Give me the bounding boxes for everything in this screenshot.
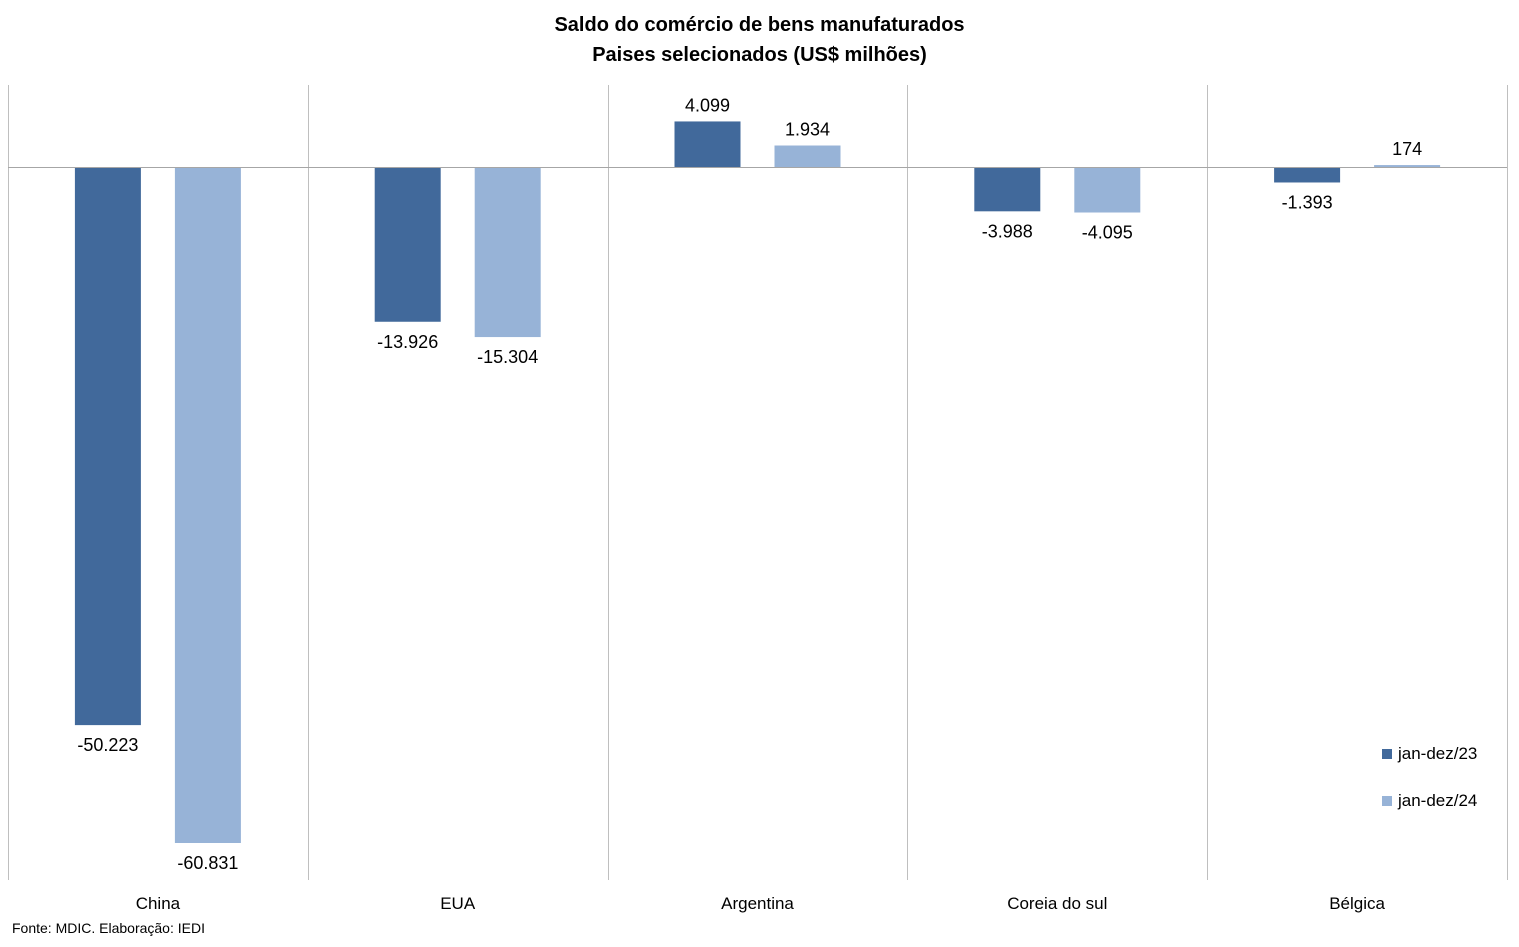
category-label: Coreia do sul [1007, 894, 1107, 913]
bar [774, 145, 841, 167]
bar [74, 167, 141, 726]
bar [1074, 167, 1141, 213]
bar [474, 167, 541, 338]
data-label: -13.926 [377, 332, 438, 352]
chart-title: Saldo do comércio de bens manufaturados [554, 14, 965, 36]
legend-swatch-series-1 [1382, 749, 1392, 759]
legend-item-series-2: jan-dez/24 [1382, 788, 1477, 814]
chart-legend: jan-dez/23 jan-dez/24 [1382, 741, 1477, 835]
legend-label-series-2: jan-dez/24 [1398, 791, 1478, 810]
source-note: Fonte: MDIC. Elaboração: IEDI [12, 920, 205, 936]
bar [1374, 165, 1441, 167]
data-label: -4.095 [1082, 223, 1133, 243]
category-label: Bélgica [1329, 894, 1385, 913]
legend-item-series-1: jan-dez/23 [1382, 741, 1477, 767]
legend-swatch-series-2 [1382, 796, 1392, 806]
category-label: China [136, 894, 181, 913]
legend-label-series-1: jan-dez/23 [1398, 744, 1478, 763]
bar [374, 167, 441, 322]
category-label: EUA [440, 894, 476, 913]
bar [174, 167, 241, 843]
data-label: -1.393 [1282, 192, 1333, 212]
bar [674, 121, 741, 167]
category-label: Argentina [721, 894, 794, 913]
bar [974, 167, 1041, 212]
chart-subtitle: Paises selecionados (US$ milhões) [592, 44, 927, 66]
data-label: -60.831 [177, 853, 238, 873]
data-label: -15.304 [477, 347, 538, 367]
data-label: 174 [1392, 139, 1422, 159]
data-label: -50.223 [77, 735, 138, 755]
bar [1274, 167, 1341, 183]
data-label: 1.934 [785, 120, 830, 140]
data-label: -3.988 [982, 221, 1033, 241]
data-label: 4.099 [685, 95, 730, 115]
